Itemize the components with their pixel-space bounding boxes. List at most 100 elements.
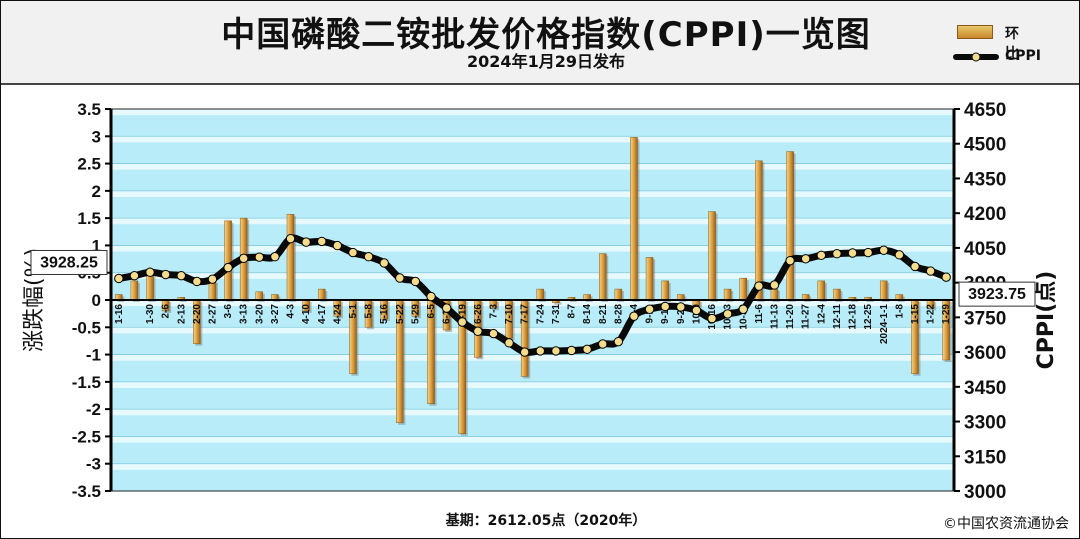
change-bar: [817, 280, 826, 301]
x-tick-label: 7-31: [551, 304, 562, 324]
cppi-point: [457, 317, 467, 327]
cppi-point: [738, 304, 748, 314]
change-bar: [130, 280, 139, 301]
chart-subtitle: 2024年1月29日发布: [467, 52, 625, 71]
x-tick-label: 1-22: [926, 304, 937, 324]
x-tick-label: 2-20: [192, 304, 203, 324]
left-tick-label: -2.5: [72, 427, 101, 446]
cppi-point: [254, 252, 265, 262]
x-tick-label: 9-25: [676, 304, 687, 324]
first-value-label: 3928.25: [40, 254, 98, 271]
cppi-point: [551, 346, 561, 356]
x-tick-label: 7-24: [535, 304, 546, 324]
x-tick-label: 8-14: [582, 304, 593, 324]
change-bar: [723, 288, 732, 301]
x-tick-label: 11-27: [801, 304, 812, 329]
plot-stripe: [111, 463, 954, 470]
cppi-point: [582, 344, 592, 355]
left-tick-label: 3.5: [77, 100, 101, 119]
change-bar: [317, 288, 326, 301]
left-tick-label: 2.5: [77, 155, 101, 174]
x-tick-label: 1-15: [910, 304, 921, 324]
left-tick-label: 2: [92, 182, 101, 201]
x-tick-label: 5-29: [410, 304, 421, 324]
x-tick-label: 7-10: [504, 304, 515, 324]
copyright-note: ©中国农资流通协会: [943, 516, 1069, 532]
right-tick-label: 3450: [964, 378, 1006, 399]
cppi-point: [598, 339, 608, 349]
x-tick-label: 2-13: [176, 304, 187, 324]
cppi-point: [676, 302, 686, 312]
x-tick-label: 12-4: [816, 304, 827, 324]
right-axis-title: CPPI(点): [1033, 271, 1059, 370]
cppi-point: [863, 247, 873, 258]
change-bar: [536, 288, 545, 301]
left-tick-label: -0.5: [72, 318, 101, 337]
change-bar: [224, 220, 232, 301]
cppi-point: [426, 291, 436, 302]
legend-bar-swatch: [957, 25, 993, 39]
cppi-point: [395, 273, 405, 283]
x-tick-label: 5-16: [379, 304, 390, 324]
x-tick-label: 11-6: [754, 304, 765, 324]
left-tick-label: -1.5: [72, 373, 101, 392]
cppi-point: [473, 326, 483, 336]
right-tick-label: 4200: [964, 204, 1006, 225]
x-tick-label: 3-6: [223, 304, 234, 319]
cppi-point: [192, 276, 202, 287]
base-period-note: 基期：2612.05点（2020年）: [445, 513, 647, 529]
cppi-point: [410, 276, 421, 287]
x-tick-label: 6-26: [473, 304, 484, 324]
first-value-box: [30, 249, 108, 275]
plot-stripe: [111, 190, 954, 197]
x-tick-label: 12-11: [832, 304, 843, 329]
change-bar: [755, 160, 763, 301]
cppi-point: [660, 301, 670, 312]
change-bar: [739, 277, 748, 301]
cppi-point: [301, 237, 311, 247]
x-tick-label: 3-13: [239, 304, 250, 324]
cppi-point: [691, 305, 702, 316]
cppi-point: [894, 250, 905, 260]
cppi-point: [270, 252, 280, 262]
legend-line-label: CPPI: [1005, 48, 1042, 64]
x-tick-label: 3-27: [270, 304, 281, 324]
left-tick-label: -3: [86, 455, 101, 474]
cppi-point: [317, 236, 327, 247]
change-bar: [708, 211, 716, 301]
cppi-point: [535, 346, 546, 356]
cppi-point: [644, 304, 655, 314]
x-tick-label: 7-17: [520, 304, 531, 324]
x-tick-label: 6-19: [457, 304, 468, 324]
cppi-point: [176, 270, 186, 281]
change-bar: [598, 253, 607, 301]
x-tick-label: 2024-1-1: [879, 304, 890, 344]
plot-stripe: [111, 109, 954, 116]
chart-title: 中国磷酸二铵批发价格指数(CPPI)一览图: [221, 15, 871, 55]
x-tick-label: 5-8: [364, 304, 375, 319]
change-bar: [879, 280, 888, 301]
plot-stripe: [111, 136, 954, 143]
x-tick-label: 6-12: [442, 304, 453, 324]
x-tick-label: 2-27: [207, 304, 218, 324]
left-tick-label: 0: [92, 291, 101, 310]
x-tick-label: 4-10: [301, 304, 312, 324]
cppi-point: [816, 250, 827, 261]
cppi-point: [941, 272, 951, 282]
plot-stripe: [111, 272, 954, 279]
right-tick-label: 4050: [964, 239, 1006, 260]
x-tick-label: 4-17: [317, 304, 328, 324]
x-tick-label: 5-22: [395, 304, 406, 324]
change-bar: [833, 288, 841, 301]
cppi-point: [769, 280, 780, 290]
cppi-point: [910, 261, 920, 272]
cppi-point: [363, 252, 374, 262]
right-tick-label: 4650: [964, 100, 1006, 121]
legend-line-swatch: [953, 52, 999, 62]
x-tick-label: 5-1: [348, 304, 359, 319]
x-tick-label: 7-3: [488, 304, 499, 319]
plot-stripe: [111, 163, 954, 170]
cppi-point: [519, 347, 530, 357]
left-tick-label: 1: [92, 236, 101, 255]
plot-stripe: [111, 218, 954, 225]
